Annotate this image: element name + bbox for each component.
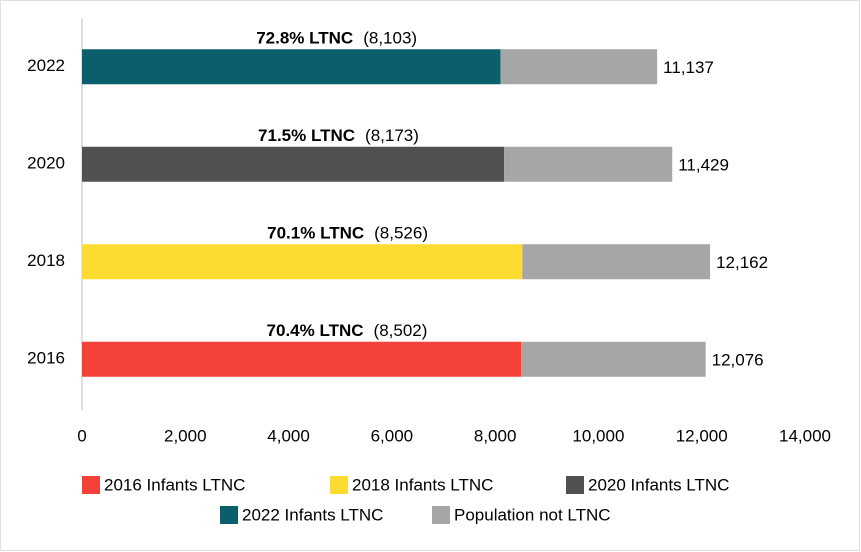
x-tick-label: 8,000 xyxy=(474,426,517,445)
total-label: 11,429 xyxy=(678,156,729,175)
legend-swatch xyxy=(220,506,238,524)
bar-segment xyxy=(500,49,658,85)
bar-segment xyxy=(82,146,505,182)
annotation: 70.4% LTNC xyxy=(267,321,364,340)
legend-label: 2022 Infants LTNC xyxy=(242,505,383,524)
bar-segment xyxy=(522,244,711,280)
y-tick-label: 2016 xyxy=(27,349,65,368)
x-tick-label: 6,000 xyxy=(371,426,414,445)
annotation: 71.5% LTNC xyxy=(258,126,355,145)
x-tick-label: 10,000 xyxy=(572,426,624,445)
y-tick-label: 2020 xyxy=(27,154,65,173)
bar-segment xyxy=(82,244,523,280)
legend-swatch xyxy=(566,476,584,494)
x-tick-label: 2,000 xyxy=(164,426,207,445)
bar-segment xyxy=(82,341,522,377)
bar-segment xyxy=(521,341,706,377)
y-tick-label: 2018 xyxy=(27,251,65,270)
annotation: 70.1% LTNC xyxy=(267,224,364,243)
x-tick-label: 4,000 xyxy=(267,426,310,445)
x-tick-label: 12,000 xyxy=(676,426,728,445)
x-tick-label: 0 xyxy=(77,426,86,445)
value-label: (8,502) xyxy=(374,321,428,340)
legend-swatch xyxy=(330,476,348,494)
legend-label: 2016 Infants LTNC xyxy=(104,475,245,494)
bar-segment xyxy=(504,146,673,182)
legend-label: 2018 Infants LTNC xyxy=(352,475,493,494)
total-label: 11,137 xyxy=(663,58,714,77)
y-tick-label: 2022 xyxy=(27,56,65,75)
legend-swatch xyxy=(432,506,450,524)
legend-swatch xyxy=(82,476,100,494)
x-tick-label: 14,000 xyxy=(779,426,831,445)
value-label: (8,173) xyxy=(365,126,419,145)
total-label: 12,162 xyxy=(716,253,768,272)
total-label: 12,076 xyxy=(712,351,764,370)
annotation: 72.8% LTNC xyxy=(256,29,353,48)
legend-label: 2020 Infants LTNC xyxy=(588,475,729,494)
legend-label: Population not LTNC xyxy=(454,505,611,524)
bar-segment xyxy=(82,49,501,85)
value-label: (8,103) xyxy=(363,29,417,48)
value-label: (8,526) xyxy=(374,224,428,243)
